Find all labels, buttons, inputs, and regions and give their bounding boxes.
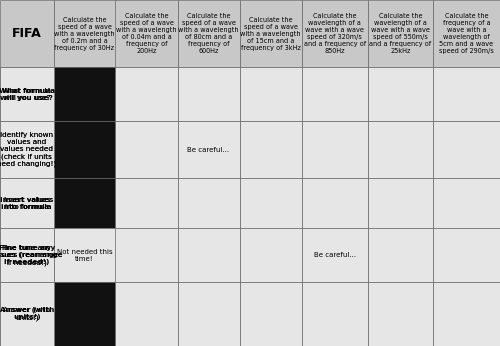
Bar <box>178 228 240 282</box>
Bar <box>433 67 500 121</box>
Bar <box>54 282 116 346</box>
Text: What formula
will you use?: What formula will you use? <box>0 88 55 101</box>
Bar <box>0 178 54 228</box>
Text: Insert values
into formula: Insert values into formula <box>4 197 50 210</box>
Bar <box>54 228 116 282</box>
Bar <box>0 282 54 346</box>
Text: Answer (with
units!): Answer (with units!) <box>4 307 50 321</box>
Bar <box>0 0 54 67</box>
Bar <box>0 67 54 121</box>
Bar <box>433 282 500 346</box>
Bar <box>302 282 368 346</box>
Bar <box>240 67 302 121</box>
Bar <box>0 282 54 346</box>
Bar <box>0 67 54 121</box>
Bar <box>0 121 54 178</box>
Bar <box>0 282 54 346</box>
Bar <box>0 67 54 121</box>
Text: Answer (with
units!): Answer (with units!) <box>4 307 50 321</box>
Bar <box>116 67 178 121</box>
Text: FIFA: FIFA <box>12 27 42 40</box>
Bar <box>302 67 368 121</box>
Bar <box>116 0 178 67</box>
Bar <box>368 121 433 178</box>
Bar <box>54 67 116 121</box>
Text: Insert values
into formula: Insert values into formula <box>4 197 50 210</box>
Bar <box>368 178 433 228</box>
Bar <box>0 178 54 228</box>
Bar <box>178 0 240 67</box>
Bar <box>116 121 178 178</box>
Text: Answer (with
units!): Answer (with units!) <box>0 308 54 320</box>
Bar <box>116 228 178 282</box>
Bar <box>433 121 500 178</box>
Bar <box>178 178 240 228</box>
Bar <box>0 228 54 282</box>
Text: Calculate the
wavelength of a
wave with a wave
speed of 550m/s
and a frequency o: Calculate the wavelength of a wave with … <box>370 13 432 54</box>
Text: Identify known
values and
values needed
(check if units
need changing!): Identify known values and values needed … <box>0 132 56 167</box>
Bar <box>368 67 433 121</box>
Text: Calculate the
wavelength of a
wave with a wave
speed of 320m/s
and a frequency o: Calculate the wavelength of a wave with … <box>304 13 366 54</box>
Text: Be careful...: Be careful... <box>314 252 356 258</box>
Bar <box>0 228 54 282</box>
Text: Calculate the
speed of a wave
with a wavelength
of 0.2m and a
frequency of 30Hz: Calculate the speed of a wave with a wav… <box>54 17 114 51</box>
Bar <box>0 228 54 282</box>
Bar <box>433 178 500 228</box>
Bar <box>240 228 302 282</box>
Text: Calculate the
speed of a wave
with a wavelength
of 15cm and a
frequency of 3kHz: Calculate the speed of a wave with a wav… <box>240 17 300 51</box>
Bar <box>240 0 302 67</box>
Bar <box>0 121 54 178</box>
Bar <box>368 282 433 346</box>
Text: Be careful...: Be careful... <box>188 147 230 153</box>
Bar <box>302 121 368 178</box>
Bar <box>433 0 500 67</box>
Text: Fine tune any
issues (rearrange
if needed!): Fine tune any issues (rearrange if neede… <box>0 245 58 266</box>
Text: Insert values
into formula: Insert values into formula <box>0 197 54 210</box>
Bar <box>54 178 116 228</box>
Bar <box>0 178 54 228</box>
Text: Fine tune any
issues (rearrange
if needed!): Fine tune any issues (rearrange if neede… <box>0 245 63 265</box>
Text: Identify known
values and
values needed
(check if units
need changing!): Identify known values and values needed … <box>0 132 56 167</box>
Bar <box>240 282 302 346</box>
Bar <box>178 67 240 121</box>
Text: Calculate the
speed of a wave
with a wavelength
of 80cm and a
frequency of
600Hz: Calculate the speed of a wave with a wav… <box>178 13 239 54</box>
Bar <box>54 121 116 178</box>
Bar <box>302 228 368 282</box>
Text: Not needed this
time!: Not needed this time! <box>56 249 112 262</box>
Bar <box>368 0 433 67</box>
Text: Calculate the
speed of a wave
with a wavelength
of 0.04m and a
frequency of
200H: Calculate the speed of a wave with a wav… <box>116 13 177 54</box>
Bar <box>368 228 433 282</box>
Text: What formula
will you use?: What formula will you use? <box>2 88 51 101</box>
Bar <box>116 282 178 346</box>
Bar <box>178 121 240 178</box>
Bar <box>116 178 178 228</box>
Bar <box>178 282 240 346</box>
Text: What formula
will you use?: What formula will you use? <box>2 88 51 101</box>
Text: Fine tune any
issues (rearrange
if needed!): Fine tune any issues (rearrange if neede… <box>0 245 58 266</box>
Bar <box>433 228 500 282</box>
Bar <box>240 178 302 228</box>
Bar <box>54 0 116 67</box>
Bar <box>302 178 368 228</box>
Text: Calculate the
frequency of a
wave with a
wavelength of
5cm and a wave
speed of 2: Calculate the frequency of a wave with a… <box>439 13 494 54</box>
Bar <box>302 0 368 67</box>
Bar <box>240 121 302 178</box>
